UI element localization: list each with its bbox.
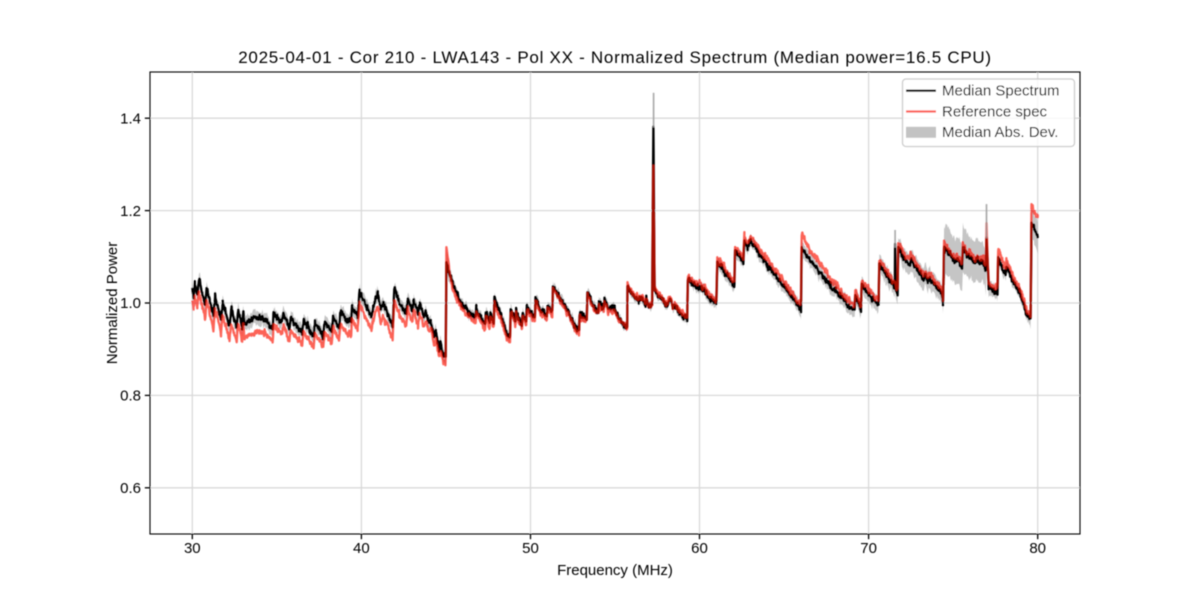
svg-text:1.2: 1.2: [120, 203, 141, 220]
svg-text:Median Abs. Dev.: Median Abs. Dev.: [942, 124, 1058, 141]
svg-text:60: 60: [691, 540, 708, 557]
svg-text:40: 40: [353, 540, 370, 557]
svg-text:0.8: 0.8: [120, 388, 141, 405]
svg-text:50: 50: [522, 540, 539, 557]
svg-text:Frequency (MHz): Frequency (MHz): [557, 562, 673, 579]
svg-text:80: 80: [1029, 540, 1046, 557]
svg-text:Median Spectrum: Median Spectrum: [942, 83, 1060, 100]
svg-text:1.4: 1.4: [120, 110, 141, 127]
svg-text:0.6: 0.6: [120, 480, 141, 497]
svg-text:Reference spec: Reference spec: [942, 103, 1048, 120]
svg-text:30: 30: [184, 540, 201, 557]
svg-text:2025-04-01 - Cor 210 - LWA143: 2025-04-01 - Cor 210 - LWA143 - Pol XX -…: [238, 48, 992, 67]
svg-text:1.0: 1.0: [120, 295, 141, 312]
svg-text:70: 70: [860, 540, 877, 557]
svg-text:Normalized Power: Normalized Power: [104, 242, 121, 365]
